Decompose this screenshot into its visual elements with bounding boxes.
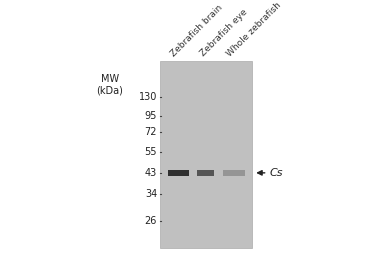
- Text: Zebrafish brain: Zebrafish brain: [169, 3, 225, 58]
- Text: MW
(kDa): MW (kDa): [96, 74, 123, 95]
- Text: Cs: Cs: [270, 168, 283, 178]
- Text: Zebrafish eye: Zebrafish eye: [198, 8, 249, 58]
- Text: 55: 55: [145, 147, 157, 157]
- Text: Whole zebrafish: Whole zebrafish: [225, 1, 283, 58]
- Text: 34: 34: [145, 189, 157, 199]
- Bar: [168, 170, 189, 176]
- Bar: [223, 170, 245, 176]
- Text: 95: 95: [145, 111, 157, 121]
- Text: 72: 72: [145, 127, 157, 137]
- Bar: [160, 61, 252, 248]
- Text: 26: 26: [145, 216, 157, 226]
- Text: 130: 130: [139, 92, 157, 102]
- Text: 43: 43: [145, 168, 157, 178]
- Bar: [197, 170, 214, 176]
